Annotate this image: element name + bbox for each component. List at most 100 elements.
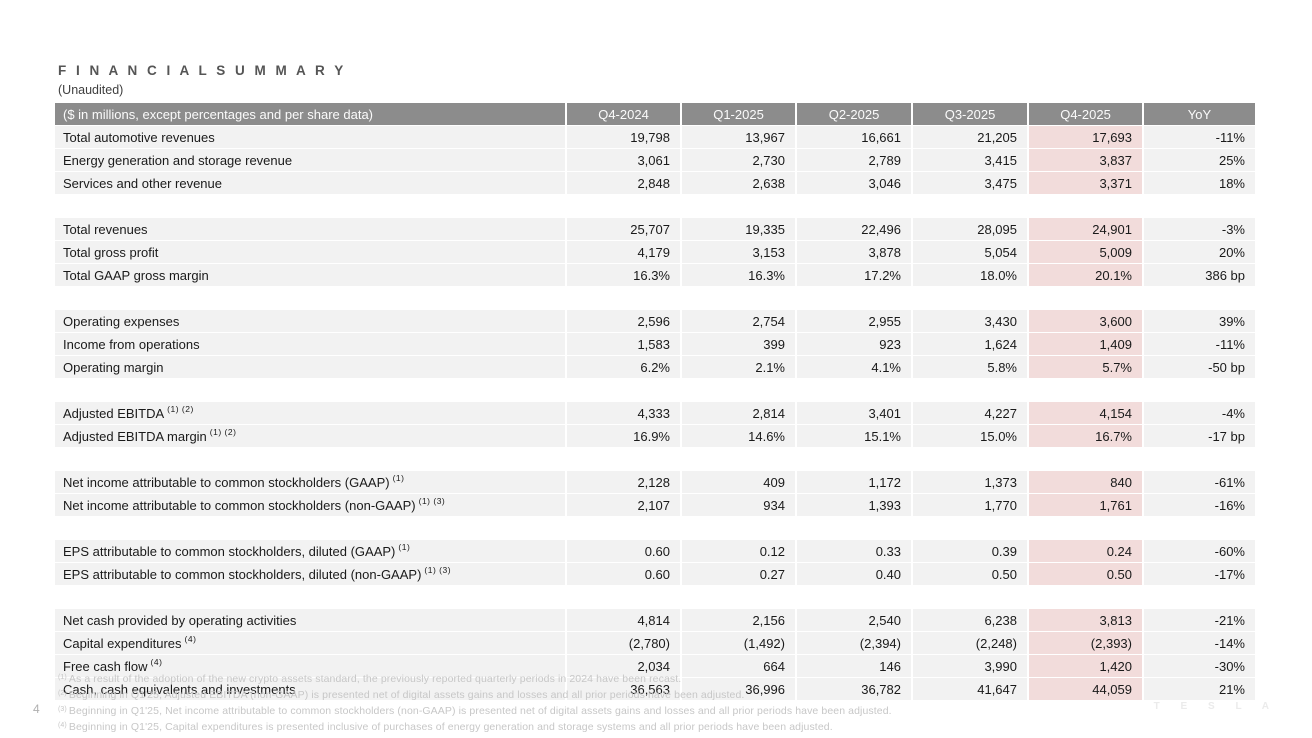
value-cell: 3,837 [1029, 149, 1142, 171]
row-label-superscript: (4) [184, 634, 197, 644]
value-cell: 15.1% [797, 425, 911, 447]
value-cell: 2,156 [682, 609, 795, 631]
yoy-cell: -14% [1144, 632, 1255, 654]
value-cell: 3,415 [913, 149, 1027, 171]
value-cell: 19,798 [567, 126, 680, 148]
value-cell: (2,248) [913, 632, 1027, 654]
value-cell: 1,373 [913, 471, 1027, 493]
yoy-cell: -61% [1144, 471, 1255, 493]
value-cell: 28,095 [913, 218, 1027, 240]
row-label: Total automotive revenues [55, 126, 565, 148]
row-label-superscript: (1) (2) [167, 404, 194, 414]
value-cell: 3,401 [797, 402, 911, 424]
footnote-3-text: Beginning in Q1'25, Net income attributa… [68, 705, 892, 717]
yoy-cell: 20% [1144, 241, 1255, 263]
value-cell: (2,394) [797, 632, 911, 654]
value-cell: 3,430 [913, 310, 1027, 332]
row-label: Net income attributable to common stockh… [55, 471, 565, 493]
section-spacer [55, 517, 1255, 539]
footnote-2-sup: (2) [58, 690, 67, 697]
value-cell: 0.60 [567, 540, 680, 562]
row-label: Operating expenses [55, 310, 565, 332]
yoy-cell: -11% [1144, 126, 1255, 148]
section-spacer [55, 448, 1255, 470]
value-cell: 0.33 [797, 540, 911, 562]
value-cell: 1,420 [1029, 655, 1142, 677]
value-cell: 3,600 [1029, 310, 1142, 332]
footnote-4-text: Beginning in Q1'25, Capital expenditures… [68, 721, 833, 733]
row-label-superscript: (1) (3) [424, 565, 452, 575]
value-cell: 15.0% [913, 425, 1027, 447]
value-cell: 1,393 [797, 494, 911, 516]
value-cell: 44,059 [1029, 678, 1142, 700]
value-cell: 6.2% [567, 356, 680, 378]
footnote-2-text: Beginning in Q1'25, Adjusted EBITDA (non… [68, 689, 745, 701]
value-cell: 4,333 [567, 402, 680, 424]
value-cell: 3,046 [797, 172, 911, 194]
value-cell: 4,814 [567, 609, 680, 631]
value-cell: (2,780) [567, 632, 680, 654]
row-label: Adjusted EBITDA margin (1) (2) [55, 425, 565, 447]
value-cell: 0.27 [682, 563, 795, 585]
row-label: Capital expenditures (4) [55, 632, 565, 654]
value-cell: 36,563 [567, 678, 680, 700]
value-cell: 16,661 [797, 126, 911, 148]
value-cell: 0.60 [567, 563, 680, 585]
table-header-q4-2024: Q4-2024 [567, 103, 680, 125]
row-label-superscript: (1) (2) [209, 427, 237, 437]
value-cell: 16.3% [682, 264, 795, 286]
value-cell: 2,596 [567, 310, 680, 332]
row-label: Total gross profit [55, 241, 565, 263]
page-subtitle: (Unaudited) [58, 83, 124, 97]
value-cell: 16.7% [1029, 425, 1142, 447]
value-cell: 0.39 [913, 540, 1027, 562]
value-cell: 2,034 [567, 655, 680, 677]
value-cell: 1,172 [797, 471, 911, 493]
yoy-cell: -16% [1144, 494, 1255, 516]
value-cell: 399 [682, 333, 795, 355]
yoy-cell: 21% [1144, 678, 1255, 700]
footnote-4-sup: (4) [58, 722, 67, 729]
table-header-q3-2025: Q3-2025 [913, 103, 1027, 125]
value-cell: 1,583 [567, 333, 680, 355]
value-cell: 24,901 [1029, 218, 1142, 240]
financial-table: ($ in millions, except percentages and p… [55, 103, 1255, 700]
footnotes: (1) As a result of the adoption of the ne… [58, 672, 892, 736]
value-cell: 664 [682, 655, 795, 677]
value-cell: 2,540 [797, 609, 911, 631]
yoy-cell: -3% [1144, 218, 1255, 240]
value-cell: 6,238 [913, 609, 1027, 631]
yoy-cell: 18% [1144, 172, 1255, 194]
value-cell: 923 [797, 333, 911, 355]
footnote-1: (1) As a result of the adoption of the ne… [58, 672, 892, 688]
page-number: 4 [33, 702, 40, 716]
section-spacer [55, 379, 1255, 401]
yoy-cell: -4% [1144, 402, 1255, 424]
value-cell: 16.9% [567, 425, 680, 447]
value-cell: 14.6% [682, 425, 795, 447]
value-cell: 2,638 [682, 172, 795, 194]
yoy-cell: -21% [1144, 609, 1255, 631]
value-cell: 3,371 [1029, 172, 1142, 194]
table-header-q1-2025: Q1-2025 [682, 103, 795, 125]
value-cell: 4,154 [1029, 402, 1142, 424]
row-label: Cash, cash equivalents and investments [55, 678, 565, 700]
value-cell: 2,730 [682, 149, 795, 171]
yoy-cell: -30% [1144, 655, 1255, 677]
row-label: Total GAAP gross margin [55, 264, 565, 286]
value-cell: 0.50 [1029, 563, 1142, 585]
section-spacer [55, 195, 1255, 217]
value-cell: (1,492) [682, 632, 795, 654]
tesla-logo: T E S L A [1153, 701, 1278, 712]
value-cell: 21,205 [913, 126, 1027, 148]
row-label: Total revenues [55, 218, 565, 240]
row-label-superscript: (1) [398, 542, 411, 552]
row-label: EPS attributable to common stockholders,… [55, 540, 565, 562]
value-cell: 36,996 [682, 678, 795, 700]
value-cell: 0.12 [682, 540, 795, 562]
value-cell: 18.0% [913, 264, 1027, 286]
yoy-cell: -17% [1144, 563, 1255, 585]
yoy-cell: 25% [1144, 149, 1255, 171]
value-cell: 4,227 [913, 402, 1027, 424]
